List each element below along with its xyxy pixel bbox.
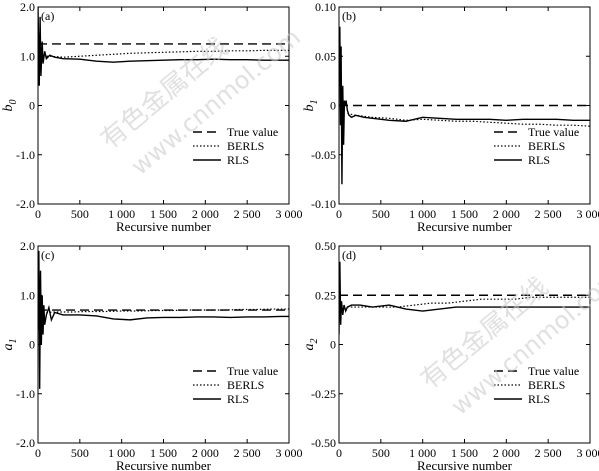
- panel-label: (c): [41, 248, 54, 262]
- y-axis-label-main: a: [302, 344, 317, 351]
- y-tick-label: 0.05: [315, 49, 336, 63]
- series-line-solid: [38, 250, 289, 389]
- legend-label: RLS: [227, 153, 249, 167]
- x-tick-label: 500: [372, 207, 390, 221]
- y-tick-label: 0: [29, 99, 35, 113]
- legend-label: True value: [227, 125, 278, 139]
- x-tick-label: 1 500: [451, 446, 478, 460]
- plot-frame: [37, 245, 290, 444]
- y-tick-label: -0.25: [311, 387, 336, 401]
- chart-panel-1: 0 500 1 000 1 500 2 000 2 500 3 000 -2.0 -1.0 0 1.…: [1, 0, 303, 234]
- x-tick-label: 2 500: [535, 207, 562, 221]
- chart-panel-4: 0 500 1 000 1 500 2 000 2 500 3 000 -0.50 -0.25 0…: [302, 239, 599, 471]
- y-axis-label-subscript: 2: [309, 339, 320, 344]
- x-axis-label: Recursive number: [116, 458, 212, 471]
- series-line-solid: [38, 7, 289, 86]
- y-tick-label: -0.10: [311, 197, 336, 211]
- x-tick-label: 2 000: [493, 207, 520, 221]
- series-line-solid: [339, 26, 590, 185]
- y-tick-label: -0.05: [311, 148, 336, 162]
- x-axis-label: Recursive number: [417, 219, 513, 234]
- legend-label: True value: [227, 364, 278, 378]
- series-line-dotted: [46, 308, 289, 314]
- y-tick-label: 1.0: [20, 288, 35, 302]
- legend-label: BERLS: [227, 139, 264, 153]
- x-tick-label: 2 500: [234, 207, 261, 221]
- legend-label: BERLS: [528, 139, 565, 153]
- x-tick-label: 2 000: [192, 207, 219, 221]
- y-tick-label: 0: [330, 99, 336, 113]
- x-tick-label: 1 000: [409, 207, 436, 221]
- y-axis-label-subscript: 0: [8, 100, 19, 105]
- y-tick-label: 0.10: [315, 0, 336, 14]
- x-tick-label: 0: [35, 207, 41, 221]
- x-tick-label: 0: [336, 446, 342, 460]
- x-tick-label: 2 500: [234, 446, 261, 460]
- x-tick-label: 1 500: [150, 446, 177, 460]
- y-tick-label: -2.0: [16, 436, 35, 450]
- chart-panel-2: 0 500 1 000 1 500 2 000 2 500 3 000 -0.10 -0.05 0…: [302, 0, 599, 234]
- y-tick-label: 0: [330, 338, 336, 352]
- x-axis-label: Recursive number: [417, 458, 513, 471]
- legend-label: BERLS: [528, 378, 565, 392]
- chart-panel-3: 0 500 1 000 1 500 2 000 2 500 3 000 -2.0 -1.0 0 1.…: [1, 239, 303, 471]
- y-axis-label: a2: [302, 339, 320, 351]
- panel-label: (a): [41, 9, 54, 23]
- y-tick-label: 0.50: [315, 239, 336, 253]
- y-tick-label: -1.0: [16, 387, 35, 401]
- y-axis-label-subscript: 1: [309, 100, 320, 105]
- panel-label: (b): [342, 9, 356, 23]
- y-axis-label: b0: [1, 100, 19, 112]
- y-tick-label: -2.0: [16, 197, 35, 211]
- x-tick-label: 0: [336, 207, 342, 221]
- y-tick-label: 0.25: [315, 288, 336, 302]
- y-axis-label-main: b: [1, 105, 16, 112]
- x-tick-label: 3 000: [577, 446, 599, 460]
- x-tick-label: 3 000: [276, 446, 303, 460]
- y-axis-label-subscript: 1: [8, 339, 19, 344]
- x-tick-label: 2 500: [535, 446, 562, 460]
- legend-label: RLS: [227, 392, 249, 406]
- y-tick-label: -1.0: [16, 148, 35, 162]
- x-axis-label: Recursive number: [116, 219, 212, 234]
- x-tick-label: 3 000: [276, 207, 303, 221]
- legend-label: True value: [528, 125, 579, 139]
- x-tick-label: 1 000: [108, 446, 135, 460]
- panel-label: (d): [342, 248, 356, 262]
- x-tick-label: 0: [35, 446, 41, 460]
- x-tick-label: 500: [71, 446, 89, 460]
- x-tick-label: 1 000: [409, 446, 436, 460]
- y-tick-label: 0: [29, 338, 35, 352]
- x-tick-label: 2 000: [192, 446, 219, 460]
- legend-label: True value: [528, 364, 579, 378]
- x-tick-label: 500: [372, 446, 390, 460]
- x-tick-label: 1 000: [108, 207, 135, 221]
- y-tick-label: 2.0: [20, 239, 35, 253]
- series-line-solid: [339, 261, 590, 335]
- x-tick-label: 1 500: [451, 207, 478, 221]
- y-axis-label-main: b: [302, 105, 317, 112]
- legend-label: RLS: [528, 392, 550, 406]
- x-tick-label: 2 000: [493, 446, 520, 460]
- x-tick-label: 3 000: [577, 207, 599, 221]
- x-tick-label: 1 500: [150, 207, 177, 221]
- y-axis-label: b1: [302, 100, 320, 112]
- legend-label: BERLS: [227, 378, 264, 392]
- y-tick-label: 1.0: [20, 49, 35, 63]
- y-tick-label: -0.50: [311, 436, 336, 450]
- y-axis-label-main: a: [1, 344, 16, 351]
- legend-label: RLS: [528, 153, 550, 167]
- x-tick-label: 500: [71, 207, 89, 221]
- y-axis-label: a1: [1, 339, 19, 351]
- y-tick-label: 2.0: [20, 0, 35, 14]
